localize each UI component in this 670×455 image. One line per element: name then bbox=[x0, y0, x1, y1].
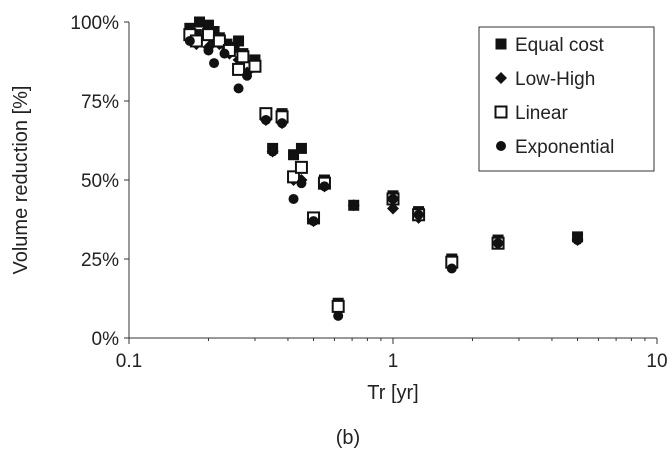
data-point bbox=[233, 83, 244, 94]
data-point bbox=[572, 235, 583, 246]
y-tick-label: 50% bbox=[81, 171, 119, 192]
data-point bbox=[308, 216, 319, 227]
x-axis-ticks: 0.1 1 10 bbox=[116, 338, 668, 372]
data-point bbox=[219, 48, 230, 59]
legend-marker bbox=[495, 38, 507, 50]
figure-caption: (b) bbox=[336, 427, 360, 449]
y-axis-ticks: 0% 25% 50% 75% 100% bbox=[70, 13, 129, 350]
legend-marker bbox=[495, 72, 507, 84]
legend: Equal cost Low-High Linear Exponential bbox=[478, 26, 655, 172]
data-point bbox=[232, 62, 246, 76]
legend-label: Linear bbox=[515, 103, 568, 124]
y-tick-label: 25% bbox=[81, 250, 119, 271]
data-point bbox=[288, 149, 300, 161]
legend-item: Linear bbox=[494, 103, 568, 124]
x-tick-label: 0.1 bbox=[116, 351, 142, 372]
legend-label: Low-High bbox=[515, 69, 595, 90]
data-point bbox=[333, 310, 344, 321]
axes bbox=[128, 22, 657, 339]
data-point bbox=[287, 170, 301, 184]
legend-item: Equal cost bbox=[495, 35, 604, 56]
data-point bbox=[260, 114, 271, 125]
legend-box bbox=[478, 26, 655, 172]
x-tick-label: 1 bbox=[388, 351, 399, 372]
data-point bbox=[288, 193, 299, 204]
data-point bbox=[294, 160, 308, 174]
y-tick-label: 100% bbox=[70, 13, 119, 34]
data-point bbox=[248, 59, 262, 73]
data-point bbox=[277, 118, 288, 129]
data-point bbox=[296, 178, 307, 189]
y-tick-label: 0% bbox=[92, 329, 120, 350]
legend-label: Equal cost bbox=[515, 35, 604, 56]
data-point bbox=[203, 45, 214, 56]
data-point bbox=[347, 199, 360, 212]
x-axis-title: Tr [yr] bbox=[367, 382, 418, 404]
series-exponential bbox=[184, 35, 583, 321]
data-point bbox=[202, 19, 214, 31]
data-point bbox=[233, 35, 245, 47]
data-points bbox=[183, 16, 584, 321]
data-point bbox=[446, 263, 457, 274]
legend-item: Low-High bbox=[495, 69, 595, 90]
data-point bbox=[331, 299, 345, 313]
data-point bbox=[319, 181, 330, 192]
data-point bbox=[201, 28, 215, 42]
x-tick-label: 10 bbox=[646, 351, 667, 372]
legend-marker bbox=[496, 141, 506, 151]
legend-item: Exponential bbox=[496, 137, 614, 158]
data-point bbox=[212, 34, 226, 48]
data-point bbox=[493, 238, 504, 249]
data-point bbox=[209, 58, 220, 69]
legend-label: Exponential bbox=[515, 137, 614, 158]
legend-marker bbox=[494, 105, 508, 119]
data-point bbox=[184, 35, 195, 46]
y-tick-label: 75% bbox=[81, 92, 119, 113]
y-axis-title: Volume reduction [%] bbox=[10, 86, 32, 275]
data-point bbox=[413, 209, 424, 220]
data-point bbox=[295, 142, 307, 154]
data-point bbox=[236, 50, 250, 64]
data-point bbox=[194, 16, 206, 28]
data-point bbox=[242, 70, 253, 81]
data-point bbox=[267, 146, 278, 157]
data-point bbox=[388, 193, 398, 204]
